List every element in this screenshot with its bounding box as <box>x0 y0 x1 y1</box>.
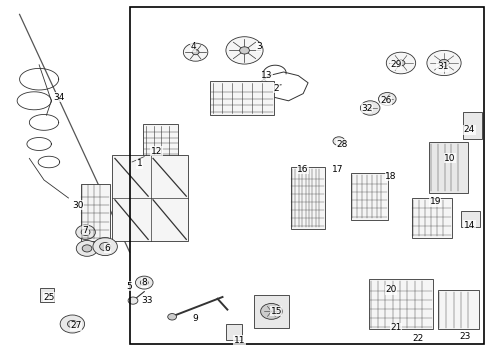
Bar <box>350 173 387 220</box>
Circle shape <box>60 315 84 333</box>
Text: 32: 32 <box>360 104 372 113</box>
Bar <box>290 167 325 229</box>
Circle shape <box>76 225 95 239</box>
Text: 19: 19 <box>428 197 440 206</box>
Circle shape <box>396 60 404 66</box>
Text: 11: 11 <box>233 336 245 345</box>
Bar <box>81 184 110 241</box>
Circle shape <box>386 52 415 74</box>
Bar <box>462 112 481 139</box>
Bar <box>437 290 478 329</box>
Text: 4: 4 <box>190 42 196 51</box>
Circle shape <box>167 314 176 320</box>
Text: 15: 15 <box>270 307 282 316</box>
Text: 12: 12 <box>150 147 162 156</box>
Text: 34: 34 <box>53 93 64 102</box>
Circle shape <box>192 50 199 55</box>
Text: 23: 23 <box>458 332 469 341</box>
Text: 30: 30 <box>72 201 84 210</box>
Bar <box>226 324 242 340</box>
Circle shape <box>76 240 98 256</box>
Bar <box>143 124 178 157</box>
Circle shape <box>183 43 207 61</box>
Text: 29: 29 <box>389 60 401 69</box>
Circle shape <box>360 101 379 115</box>
Text: 31: 31 <box>436 62 447 71</box>
Circle shape <box>67 320 77 328</box>
Circle shape <box>93 238 117 256</box>
Text: 10: 10 <box>443 154 455 163</box>
Circle shape <box>140 280 148 285</box>
Circle shape <box>239 47 249 54</box>
Circle shape <box>378 93 395 105</box>
Text: 6: 6 <box>104 244 110 253</box>
Text: 3: 3 <box>256 42 262 51</box>
Text: 27: 27 <box>70 321 81 330</box>
Bar <box>210 81 273 115</box>
Text: 9: 9 <box>192 314 198 323</box>
Text: 2: 2 <box>273 84 279 93</box>
Text: 18: 18 <box>385 172 396 181</box>
Text: 8: 8 <box>141 278 147 287</box>
Text: 26: 26 <box>380 96 391 105</box>
Circle shape <box>225 37 263 64</box>
Text: 14: 14 <box>463 220 474 230</box>
Circle shape <box>438 59 448 67</box>
Text: 20: 20 <box>385 285 396 294</box>
Text: 1: 1 <box>136 159 142 168</box>
Circle shape <box>135 276 153 289</box>
Bar <box>368 279 432 329</box>
Circle shape <box>81 229 90 235</box>
Bar <box>40 288 54 302</box>
Text: 16: 16 <box>297 165 308 174</box>
Text: 13: 13 <box>260 71 272 80</box>
Bar <box>254 295 288 328</box>
Circle shape <box>100 243 110 251</box>
Bar <box>460 211 479 227</box>
Text: 5: 5 <box>126 282 132 291</box>
Text: 7: 7 <box>82 226 88 235</box>
Bar <box>411 198 451 238</box>
Text: 24: 24 <box>463 125 474 134</box>
Bar <box>112 155 188 241</box>
Circle shape <box>260 303 282 319</box>
Bar <box>129 7 483 344</box>
Circle shape <box>332 137 344 145</box>
Text: 33: 33 <box>141 296 152 305</box>
Text: 21: 21 <box>389 323 401 332</box>
Text: 17: 17 <box>331 165 343 174</box>
Bar <box>428 142 468 193</box>
Circle shape <box>82 245 92 252</box>
Text: 25: 25 <box>43 292 55 302</box>
Text: 22: 22 <box>411 334 423 343</box>
Circle shape <box>426 50 460 76</box>
Text: 28: 28 <box>336 140 347 149</box>
Circle shape <box>128 297 138 304</box>
